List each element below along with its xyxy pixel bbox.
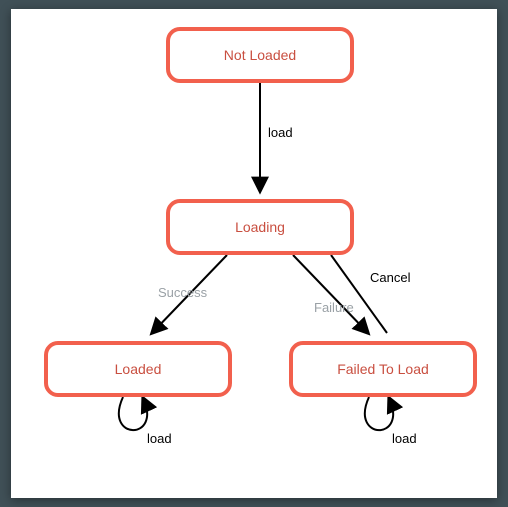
node-loading: Loading [166, 199, 354, 255]
node-label: Loaded [115, 361, 162, 377]
edge-label-e_failure: Failure [314, 300, 354, 315]
edge-label-e_self_loaded: load [147, 431, 172, 446]
edge-label-e_load_top: load [268, 125, 293, 140]
edge-label-e_success: Success [158, 285, 207, 300]
node-label: Loading [235, 219, 285, 235]
node-label: Failed To Load [337, 361, 429, 377]
edge-label-e_self_failed: load [392, 431, 417, 446]
node-loaded: Loaded [44, 341, 232, 397]
edge-label-e_cancel: Cancel [370, 270, 410, 285]
node-not_loaded: Not Loaded [166, 27, 354, 83]
node-label: Not Loaded [224, 47, 296, 63]
node-failed: Failed To Load [289, 341, 477, 397]
